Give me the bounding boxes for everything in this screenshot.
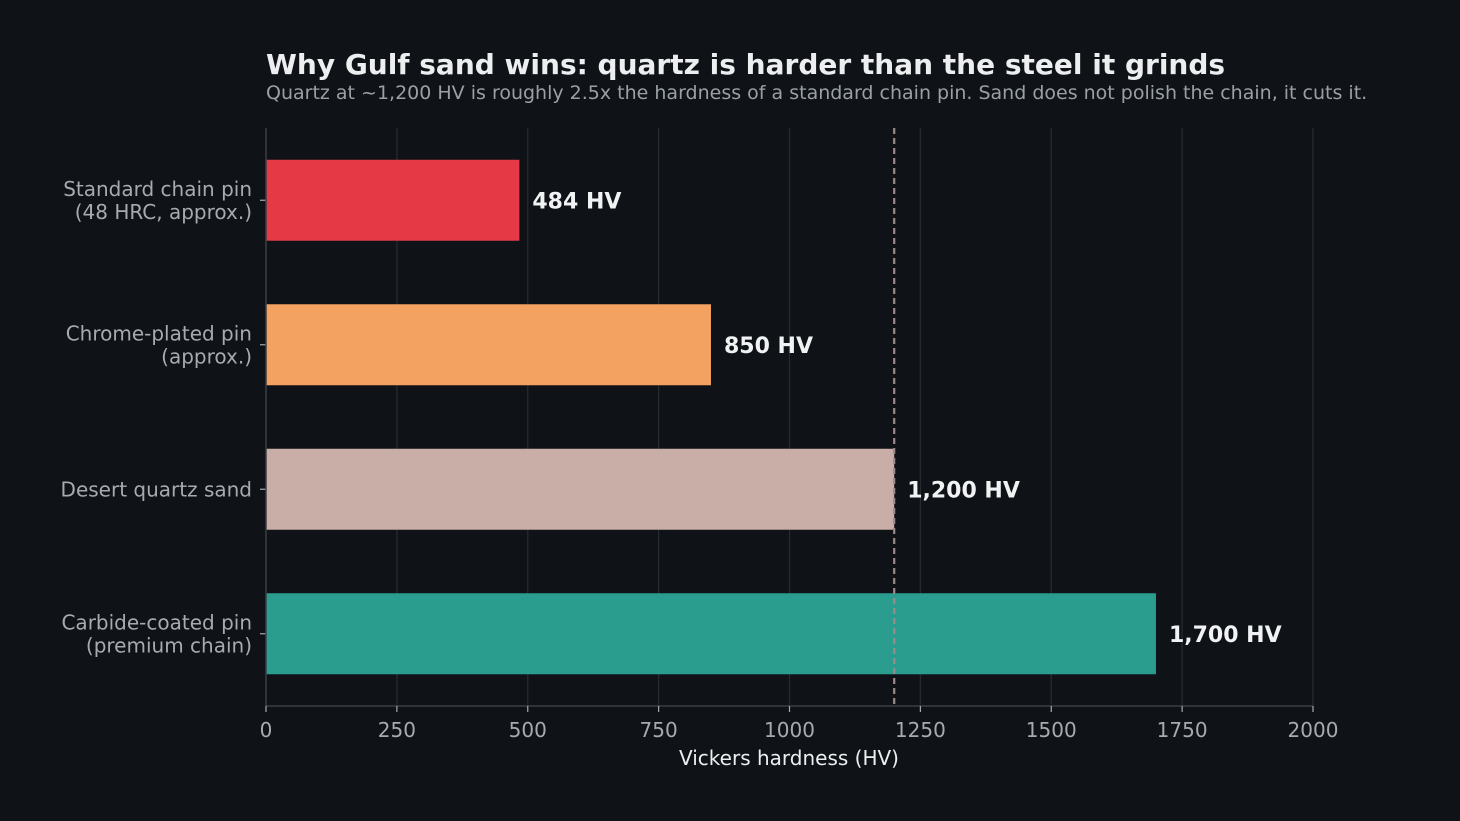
value-label-3: 1,700 HV: [1169, 623, 1282, 648]
category-label-0: Standard chain pin (48 HRC, approx.): [63, 177, 252, 224]
grid-lines: [396, 128, 1314, 706]
chart-title: Why Gulf sand wins: quartz is harder tha…: [266, 48, 1225, 81]
bar-2: [266, 448, 895, 530]
x-tick-label-500: 500: [509, 718, 547, 742]
value-label-0: 484 HV: [532, 189, 621, 214]
chart-subtitle: Quartz at ~1,200 HV is roughly 2.5x the …: [266, 82, 1367, 104]
category-label-line: (approx.): [161, 344, 252, 368]
axes: Standard chain pin (48 HRC, approx.) Chrom…: [61, 128, 1339, 742]
category-label-line: Carbide-coated pin: [61, 610, 252, 634]
bar-0: [266, 159, 520, 241]
category-label-line: Standard chain pin: [63, 177, 252, 201]
category-label-1: Chrome-plated pin (approx.): [66, 321, 252, 368]
x-tick-label-1000: 1000: [764, 718, 815, 742]
value-label-1: 850 HV: [724, 334, 813, 359]
category-label-line: (premium chain): [86, 633, 252, 657]
x-tick-label-1250: 1250: [895, 718, 946, 742]
bar-3: [266, 593, 1156, 675]
category-label-line: Desert quartz sand: [61, 477, 252, 501]
category-label-2: Desert quartz sand: [61, 477, 252, 501]
category-label-line: Chrome-plated pin: [66, 321, 252, 345]
x-tick-label-1500: 1500: [1026, 718, 1077, 742]
category-label-line: (48 HRC, approx.): [75, 200, 252, 224]
x-tick-label-0: 0: [260, 718, 273, 742]
x-tick-label-2000: 2000: [1288, 718, 1339, 742]
x-tick-label-250: 250: [378, 718, 416, 742]
x-axis-label: Vickers hardness (HV): [679, 746, 899, 770]
x-tick-label-750: 750: [640, 718, 678, 742]
category-label-3: Carbide-coated pin (premium chain): [61, 610, 252, 657]
bar-1: [266, 304, 711, 386]
value-label-2: 1,200 HV: [907, 478, 1020, 503]
x-tick-label-1750: 1750: [1157, 718, 1208, 742]
bars: [266, 159, 1156, 675]
value-labels: 484 HV 850 HV 1,200 HV 1,700 HV: [532, 189, 1281, 648]
